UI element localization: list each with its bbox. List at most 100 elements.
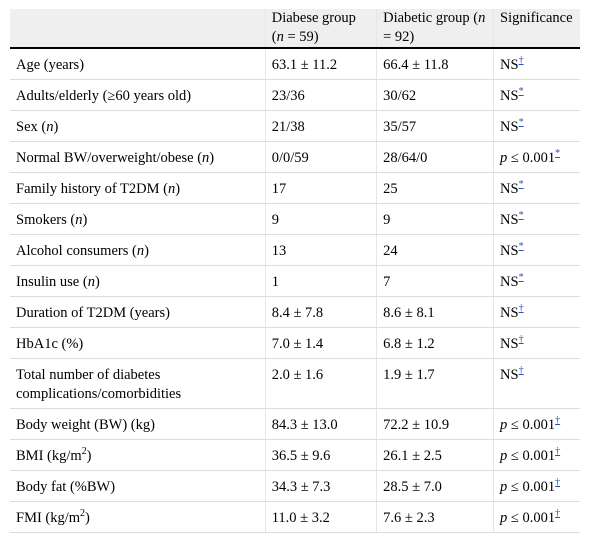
header-diabese-line2: (n = 59) bbox=[271, 29, 319, 45]
cell-diabese: 34.3 ± 7.3 bbox=[265, 470, 378, 502]
cell-diabese: 7.0 ± 1.4 bbox=[265, 327, 378, 359]
row-label: Duration of T2DM (years) bbox=[10, 296, 266, 328]
table-row: Body fat (%BW) 34.3 ± 7.3 28.5 ± 7.0 p ≤… bbox=[10, 470, 580, 502]
cell-diabese: 17 bbox=[265, 172, 378, 204]
sig-value: NS bbox=[500, 336, 519, 352]
cell-diabetic: 26.1 ± 2.5 bbox=[376, 439, 495, 471]
table-row: Duration of T2DM (years) 8.4 ± 7.8 8.6 ±… bbox=[10, 296, 580, 328]
row-label: Total number of diabetes complications/c… bbox=[10, 358, 266, 409]
table-row: Alcohol consumers (n) 13 24 NS* bbox=[10, 234, 580, 266]
cell-significance: p ≤ 0.001† bbox=[493, 501, 580, 533]
cell-diabetic: 25 bbox=[376, 172, 495, 204]
footnote-link[interactable]: * bbox=[518, 272, 524, 284]
row-label: HbA1c (%) bbox=[10, 327, 266, 359]
row-label: Sex (n) bbox=[10, 110, 266, 142]
sig-value: NS bbox=[500, 119, 519, 135]
row-label-line2: complications/comorbidities bbox=[16, 386, 182, 402]
row-label-text: BMI (kg/m bbox=[16, 448, 82, 464]
sig-value: NS bbox=[500, 88, 519, 104]
cell-diabese: 9 bbox=[265, 203, 378, 235]
footnote-link[interactable]: * bbox=[518, 241, 524, 253]
cell-diabese: 36.5 ± 9.6 bbox=[265, 439, 378, 471]
table-row: Insulin use (n) 1 7 NS* bbox=[10, 265, 580, 297]
row-label: Alcohol consumers (n) bbox=[10, 234, 266, 266]
cell-significance: NS† bbox=[493, 358, 580, 409]
table-row: FMI (kg/m2) 11.0 ± 3.2 7.6 ± 2.3 p ≤ 0.0… bbox=[10, 501, 580, 533]
cell-diabetic: 35/57 bbox=[376, 110, 495, 142]
row-label: Body weight (BW) (kg) bbox=[10, 408, 266, 440]
row-label-text: FMI (kg/m bbox=[16, 510, 81, 526]
row-label: BMI (kg/m2) bbox=[10, 439, 266, 471]
cell-diabese: 21/38 bbox=[265, 110, 378, 142]
table-row: Normal BW/overweight/obese (n) 0/0/59 28… bbox=[10, 141, 580, 173]
sig-value: NS bbox=[500, 367, 519, 383]
cell-diabese: 8.4 ± 7.8 bbox=[265, 296, 378, 328]
footnote-link[interactable]: † bbox=[555, 446, 561, 458]
unit-superscript: 2 bbox=[80, 508, 86, 520]
header-significance: Significance bbox=[493, 9, 580, 49]
footnote-link[interactable]: * bbox=[555, 148, 561, 160]
row-label: Family history of T2DM (n) bbox=[10, 172, 266, 204]
footnote-link[interactable]: † bbox=[518, 303, 524, 315]
row-label: Normal BW/overweight/obese (n) bbox=[10, 141, 266, 173]
sig-value: p ≤ 0.001 bbox=[500, 448, 556, 464]
sig-value: NS bbox=[500, 305, 519, 321]
footnote-link[interactable]: † bbox=[555, 415, 561, 427]
footnote-link[interactable]: * bbox=[518, 210, 524, 222]
row-label: Adults/elderly (≥60 years old) bbox=[10, 79, 266, 111]
characteristics-table: Diabese group (n = 59) Diabetic group (n… bbox=[10, 9, 580, 533]
row-label-end: ) bbox=[85, 510, 90, 526]
cell-significance: NS* bbox=[493, 172, 580, 204]
footnote-link[interactable]: † bbox=[518, 365, 524, 377]
cell-diabese: 0/0/59 bbox=[265, 141, 378, 173]
sig-value: NS bbox=[500, 181, 519, 197]
cell-diabetic: 72.2 ± 10.9 bbox=[376, 408, 495, 440]
footnote-link[interactable]: † bbox=[518, 55, 524, 67]
sig-value: NS bbox=[500, 243, 519, 259]
footnote-link[interactable]: † bbox=[518, 334, 524, 346]
table-row: Age (years) 63.1 ± 11.2 66.4 ± 11.8 NS† bbox=[10, 48, 580, 80]
table-row: BMI (kg/m2) 36.5 ± 9.6 26.1 ± 2.5 p ≤ 0.… bbox=[10, 439, 580, 471]
row-label: Age (years) bbox=[10, 48, 266, 80]
cell-significance: NS* bbox=[493, 203, 580, 235]
sig-value: p ≤ 0.001 bbox=[500, 150, 556, 166]
footnote-link[interactable]: † bbox=[555, 477, 561, 489]
table-row: Sex (n) 21/38 35/57 NS* bbox=[10, 110, 580, 142]
cell-diabetic: 30/62 bbox=[376, 79, 495, 111]
sig-value: p ≤ 0.001 bbox=[500, 479, 556, 495]
cell-significance: p ≤ 0.001* bbox=[493, 141, 580, 173]
table-row: Total number of diabetes complications/c… bbox=[10, 358, 580, 409]
cell-diabetic: 7.6 ± 2.3 bbox=[376, 501, 495, 533]
cell-diabetic: 6.8 ± 1.2 bbox=[376, 327, 495, 359]
footnote-link[interactable]: * bbox=[518, 117, 524, 129]
table-row: Smokers (n) 9 9 NS* bbox=[10, 203, 580, 235]
cell-significance: NS* bbox=[493, 234, 580, 266]
footnote-link[interactable]: * bbox=[518, 86, 524, 98]
row-label-end: ) bbox=[86, 448, 92, 464]
cell-significance: p ≤ 0.001† bbox=[493, 408, 580, 440]
cell-significance: p ≤ 0.001† bbox=[493, 439, 580, 471]
header-diabetic-group: Diabetic group (n = 92) bbox=[376, 9, 495, 49]
table-row: Family history of T2DM (n) 17 25 NS* bbox=[10, 172, 580, 204]
table-header-row: Diabese group (n = 59) Diabetic group (n… bbox=[10, 9, 580, 49]
sig-value: NS bbox=[500, 57, 519, 73]
footnote-link[interactable]: * bbox=[518, 179, 524, 191]
cell-significance: NS* bbox=[493, 110, 580, 142]
cell-diabese: 13 bbox=[265, 234, 378, 266]
header-diabese-group: Diabese group (n = 59) bbox=[265, 9, 378, 49]
row-label: Smokers (n) bbox=[10, 203, 266, 235]
cell-diabetic: 28/64/0 bbox=[376, 141, 495, 173]
row-label-line1: Total number of diabetes bbox=[16, 367, 161, 383]
row-label: FMI (kg/m2) bbox=[10, 501, 266, 533]
table-row: Adults/elderly (≥60 years old) 23/36 30/… bbox=[10, 79, 580, 111]
table-row: HbA1c (%) 7.0 ± 1.4 6.8 ± 1.2 NS† bbox=[10, 327, 580, 359]
cell-significance: NS† bbox=[493, 296, 580, 328]
cell-diabese: 84.3 ± 13.0 bbox=[265, 408, 378, 440]
cell-diabetic: 24 bbox=[376, 234, 495, 266]
cell-diabese: 11.0 ± 3.2 bbox=[265, 501, 378, 533]
footnote-link[interactable]: † bbox=[555, 508, 561, 520]
header-diabetic-line1: Diabetic group (n bbox=[383, 10, 486, 26]
row-label: Body fat (%BW) bbox=[10, 470, 266, 502]
cell-diabetic: 28.5 ± 7.0 bbox=[376, 470, 495, 502]
sig-value: p ≤ 0.001 bbox=[500, 417, 556, 433]
